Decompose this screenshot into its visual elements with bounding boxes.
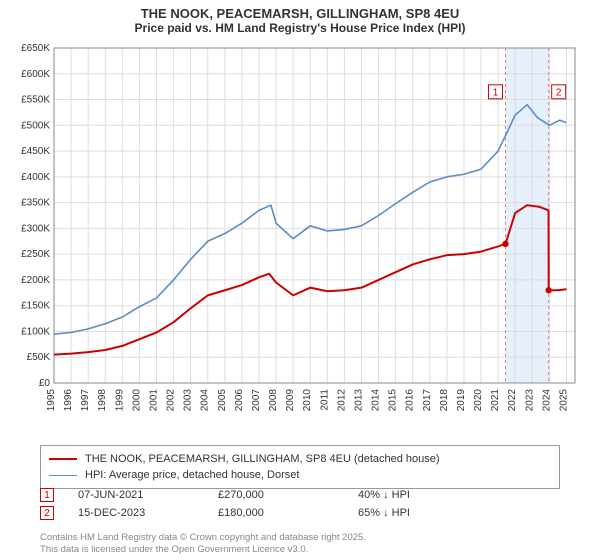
annotation-date: 15-DEC-2023 <box>78 507 218 519</box>
svg-text:2015: 2015 <box>388 389 399 412</box>
svg-text:2022: 2022 <box>507 389 518 412</box>
annotation-row: 2 15-DEC-2023£180,00065% ↓ HPI <box>40 504 560 522</box>
svg-text:1998: 1998 <box>97 389 108 412</box>
svg-text:2009: 2009 <box>285 389 296 412</box>
annotation-marker: 2 <box>40 506 54 520</box>
svg-text:£450K: £450K <box>21 146 50 157</box>
svg-text:£600K: £600K <box>21 69 50 80</box>
svg-text:£250K: £250K <box>21 249 50 260</box>
svg-text:1997: 1997 <box>80 389 91 412</box>
svg-text:£500K: £500K <box>21 120 50 131</box>
footer-line-2: This data is licensed under the Open Gov… <box>40 544 366 556</box>
svg-text:2002: 2002 <box>166 389 177 412</box>
svg-text:2023: 2023 <box>524 389 535 412</box>
svg-text:2001: 2001 <box>148 389 159 412</box>
svg-text:2013: 2013 <box>353 389 364 412</box>
svg-text:2006: 2006 <box>234 389 245 412</box>
svg-text:2018: 2018 <box>439 389 450 412</box>
svg-text:£650K: £650K <box>21 43 50 54</box>
legend-label: HPI: Average price, detached house, Dors… <box>85 469 299 481</box>
svg-text:£150K: £150K <box>21 301 50 312</box>
attribution-footer: Contains HM Land Registry data © Crown c… <box>40 532 366 556</box>
svg-text:2011: 2011 <box>319 389 330 411</box>
svg-text:£350K: £350K <box>21 198 50 209</box>
chart-container: THE NOOK, PEACEMARSH, GILLINGHAM, SP8 4E… <box>0 0 600 560</box>
annotation-delta: 40% ↓ HPI <box>358 489 498 501</box>
svg-text:1996: 1996 <box>63 389 74 412</box>
svg-text:£100K: £100K <box>21 326 50 337</box>
legend-row: THE NOOK, PEACEMARSH, GILLINGHAM, SP8 4E… <box>49 451 551 467</box>
svg-text:2000: 2000 <box>131 389 142 412</box>
annotation-date: 07-JUN-2021 <box>78 489 218 501</box>
annotation-marker: 1 <box>40 488 54 502</box>
legend-label: THE NOOK, PEACEMARSH, GILLINGHAM, SP8 4E… <box>85 453 440 465</box>
svg-text:2014: 2014 <box>371 389 382 412</box>
annotation-delta: 65% ↓ HPI <box>358 507 498 519</box>
price-chart: £0 £50K £100K £150K £200K £250K £300K £350K £400… <box>8 42 583 437</box>
footer-line-1: Contains HM Land Registry data © Crown c… <box>40 532 366 544</box>
svg-text:2020: 2020 <box>473 389 484 412</box>
annotation-row: 1 07-JUN-2021£270,00040% ↓ HPI <box>40 486 560 504</box>
legend: THE NOOK, PEACEMARSH, GILLINGHAM, SP8 4E… <box>40 445 560 489</box>
title-block: THE NOOK, PEACEMARSH, GILLINGHAM, SP8 4E… <box>0 0 600 37</box>
title-line-1: THE NOOK, PEACEMARSH, GILLINGHAM, SP8 4E… <box>0 6 600 21</box>
svg-text:1: 1 <box>493 87 499 98</box>
svg-text:2016: 2016 <box>405 389 416 412</box>
svg-text:£50K: £50K <box>27 352 51 363</box>
svg-text:1999: 1999 <box>114 389 125 412</box>
annotation-price: £270,000 <box>218 489 358 501</box>
annotation-price: £180,000 <box>218 507 358 519</box>
legend-row: HPI: Average price, detached house, Dors… <box>49 467 551 483</box>
svg-text:£400K: £400K <box>21 172 50 183</box>
svg-text:2021: 2021 <box>490 389 501 412</box>
svg-text:2012: 2012 <box>336 389 347 412</box>
title-line-2: Price paid vs. HM Land Registry's House … <box>0 21 600 35</box>
svg-text:£550K: £550K <box>21 95 50 106</box>
annotation-table: 1 07-JUN-2021£270,00040% ↓ HPI 2 15-DEC-202… <box>40 486 560 522</box>
svg-text:2019: 2019 <box>456 389 467 412</box>
svg-text:2024: 2024 <box>541 389 552 412</box>
svg-text:2: 2 <box>556 87 562 98</box>
legend-swatch <box>49 458 77 460</box>
svg-text:2010: 2010 <box>302 389 313 412</box>
legend-swatch <box>49 475 77 476</box>
svg-text:2025: 2025 <box>558 389 569 412</box>
svg-text:2008: 2008 <box>268 389 279 412</box>
svg-text:2017: 2017 <box>422 389 433 412</box>
svg-text:2005: 2005 <box>217 389 228 412</box>
svg-text:£0: £0 <box>39 378 51 389</box>
svg-text:2007: 2007 <box>251 389 262 412</box>
svg-text:£300K: £300K <box>21 223 50 234</box>
svg-text:1995: 1995 <box>46 389 57 412</box>
svg-text:£200K: £200K <box>21 275 50 286</box>
svg-text:2003: 2003 <box>183 389 194 412</box>
svg-text:2004: 2004 <box>200 389 211 412</box>
